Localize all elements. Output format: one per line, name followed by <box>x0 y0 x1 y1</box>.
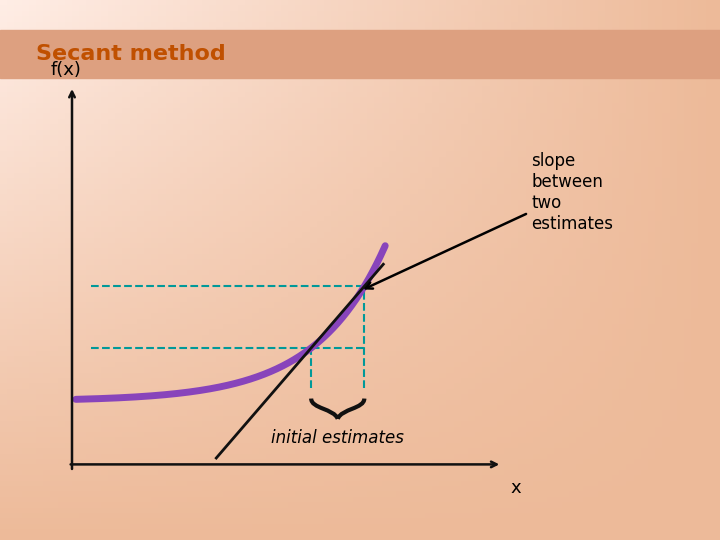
Text: f(x): f(x) <box>51 61 82 79</box>
Text: Secant method: Secant method <box>36 44 226 64</box>
Text: x: x <box>510 479 521 497</box>
Text: initial estimates: initial estimates <box>271 429 404 447</box>
Text: slope
between
two
estimates: slope between two estimates <box>366 152 613 288</box>
